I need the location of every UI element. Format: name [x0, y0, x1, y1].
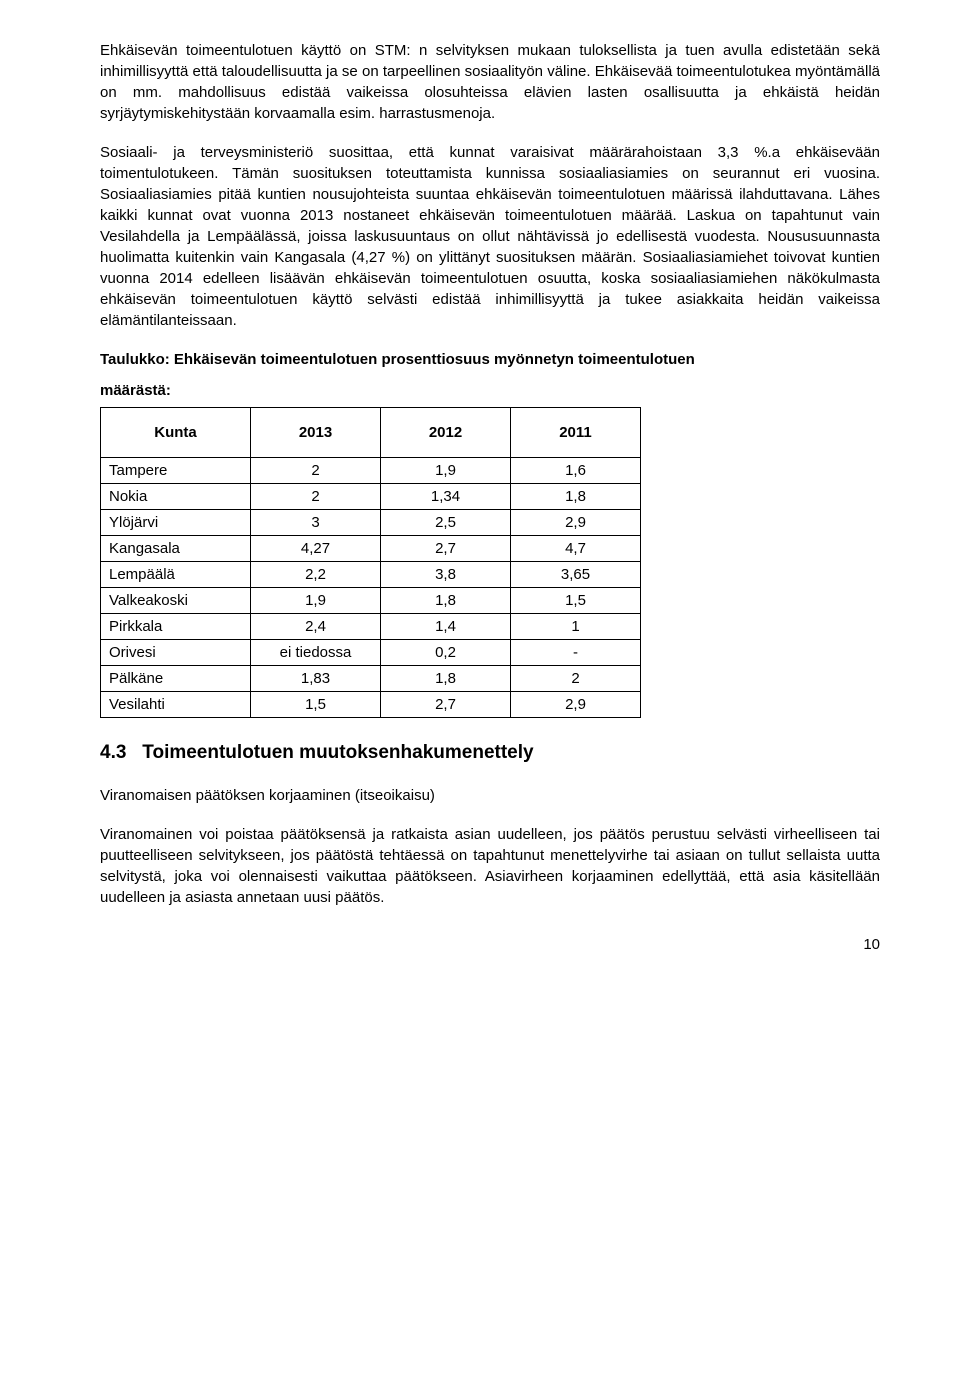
table-body: Tampere21,91,6Nokia21,341,8Ylöjärvi32,52… [101, 458, 641, 718]
paragraph-3: Viranomainen voi poistaa päätöksensä ja … [100, 824, 880, 908]
value-cell: 4,27 [251, 536, 381, 562]
value-cell: 1,9 [381, 458, 511, 484]
value-cell: 2 [251, 484, 381, 510]
value-cell: 3,65 [511, 562, 641, 588]
table-row: Lempäälä2,23,83,65 [101, 562, 641, 588]
value-cell: 1,34 [381, 484, 511, 510]
table-row: Tampere21,91,6 [101, 458, 641, 484]
value-cell: 2,4 [251, 614, 381, 640]
col-header-2013: 2013 [251, 408, 381, 458]
table-caption: Taulukko: Ehkäisevän toimeentulotuen pro… [100, 349, 880, 401]
table-row: Pirkkala2,41,41 [101, 614, 641, 640]
value-cell: 3,8 [381, 562, 511, 588]
kunta-cell: Nokia [101, 484, 251, 510]
col-header-2012: 2012 [381, 408, 511, 458]
value-cell: 1,5 [511, 588, 641, 614]
value-cell: 1,8 [511, 484, 641, 510]
table-row: Orivesiei tiedossa0,2- [101, 640, 641, 666]
value-cell: 2,7 [381, 536, 511, 562]
table-row: Vesilahti1,52,72,9 [101, 692, 641, 718]
col-header-kunta: Kunta [101, 408, 251, 458]
value-cell: 2 [251, 458, 381, 484]
kunta-cell: Pirkkala [101, 614, 251, 640]
table-row: Ylöjärvi32,52,9 [101, 510, 641, 536]
kunta-cell: Vesilahti [101, 692, 251, 718]
col-header-2011: 2011 [511, 408, 641, 458]
value-cell: 1,4 [381, 614, 511, 640]
kunta-cell: Tampere [101, 458, 251, 484]
value-cell: 4,7 [511, 536, 641, 562]
section-title: Toimeentulotuen muutoksenhakumenettely [142, 742, 533, 763]
data-table: Kunta 2013 2012 2011 Tampere21,91,6Nokia… [100, 407, 641, 718]
value-cell: 2,9 [511, 692, 641, 718]
value-cell: 2,7 [381, 692, 511, 718]
kunta-cell: Kangasala [101, 536, 251, 562]
table-row: Kangasala4,272,74,7 [101, 536, 641, 562]
value-cell: 1,9 [251, 588, 381, 614]
value-cell: 1,83 [251, 666, 381, 692]
value-cell: 2,9 [511, 510, 641, 536]
paragraph-1: Ehkäisevän toimeentulotuen käyttö on STM… [100, 40, 880, 124]
kunta-cell: Lempäälä [101, 562, 251, 588]
value-cell: 1,8 [381, 666, 511, 692]
kunta-cell: Orivesi [101, 640, 251, 666]
kunta-cell: Pälkäne [101, 666, 251, 692]
value-cell: 1,8 [381, 588, 511, 614]
value-cell: 2,5 [381, 510, 511, 536]
page-number: 10 [100, 934, 880, 955]
table-header-row: Kunta 2013 2012 2011 [101, 408, 641, 458]
value-cell: 2,2 [251, 562, 381, 588]
table-caption-line1: Taulukko: Ehkäisevän toimeentulotuen pro… [100, 349, 880, 370]
table-row: Nokia21,341,8 [101, 484, 641, 510]
section-heading: 4.3 Toimeentulotuen muutoksenhakumenette… [100, 740, 880, 767]
value-cell: 3 [251, 510, 381, 536]
value-cell: 1,5 [251, 692, 381, 718]
value-cell: 1 [511, 614, 641, 640]
table-row: Valkeakoski1,91,81,5 [101, 588, 641, 614]
table-row: Pälkäne1,831,82 [101, 666, 641, 692]
kunta-cell: Ylöjärvi [101, 510, 251, 536]
subheading: Viranomaisen päätöksen korjaaminen (itse… [100, 785, 880, 806]
paragraph-2: Sosiaali- ja terveysministeriö suosittaa… [100, 142, 880, 331]
value-cell: - [511, 640, 641, 666]
value-cell: 0,2 [381, 640, 511, 666]
value-cell: ei tiedossa [251, 640, 381, 666]
section-number: 4.3 [100, 742, 126, 763]
table-caption-line2: määrästä: [100, 380, 880, 401]
value-cell: 2 [511, 666, 641, 692]
value-cell: 1,6 [511, 458, 641, 484]
kunta-cell: Valkeakoski [101, 588, 251, 614]
